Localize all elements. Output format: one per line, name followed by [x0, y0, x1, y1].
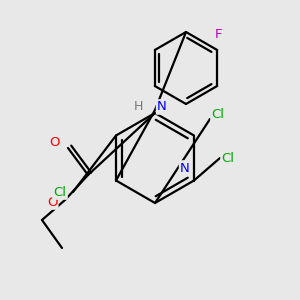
Text: Cl: Cl	[212, 109, 224, 122]
Text: Cl: Cl	[221, 152, 235, 164]
Text: F: F	[214, 28, 222, 41]
Text: O: O	[50, 136, 60, 149]
Text: H: H	[133, 100, 143, 113]
Text: Cl: Cl	[53, 185, 67, 199]
Text: O: O	[47, 196, 57, 208]
Text: N: N	[180, 161, 190, 175]
Text: N: N	[157, 100, 167, 113]
